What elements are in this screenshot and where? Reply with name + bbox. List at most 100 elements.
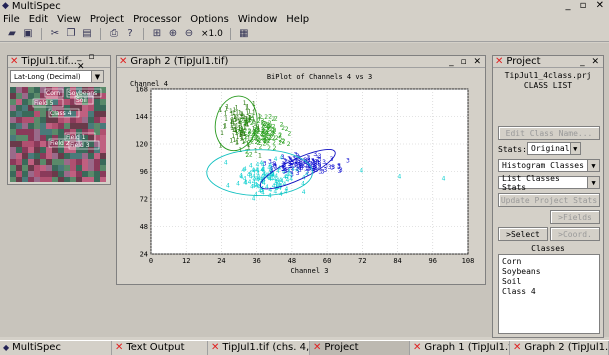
zoom-in-icon[interactable]: ⊕ — [168, 27, 178, 39]
scatter-point: 3 — [269, 167, 273, 174]
x-tick-label: 108 — [462, 257, 475, 265]
scatter-point: 3 — [304, 157, 308, 164]
task-graph-1[interactable]: ✕ Graph 1 (TipJul1.tif) — [410, 340, 510, 355]
list-item[interactable]: Corn — [502, 257, 522, 266]
overlay-icon[interactable]: ▦ — [239, 27, 249, 39]
graph-window-controls[interactable]: _ ▫ ✕ — [449, 56, 483, 67]
menu-edit[interactable]: Edit — [28, 14, 49, 25]
print-icon[interactable]: ⎙ — [110, 27, 118, 39]
scatter-point: 3 — [339, 167, 343, 174]
zoom-fit-icon[interactable]: ⊞ — [152, 27, 162, 39]
fields-button[interactable]: >Fields — [550, 210, 600, 224]
image-pixel-block — [22, 129, 28, 135]
task-project[interactable]: ✕ Project — [310, 340, 410, 355]
scatter-point: 4 — [274, 181, 278, 188]
scatter-point: 4 — [302, 189, 306, 196]
task-multispec[interactable]: ◆ MultiSpec — [0, 340, 112, 355]
scatter-point: 3 — [318, 161, 322, 168]
scatter-point: 3 — [290, 167, 294, 174]
scatter-point: 3 — [314, 159, 318, 166]
scatter-point: 4 — [256, 171, 260, 178]
scatter-point: 3 — [313, 164, 317, 171]
classes-list[interactable]: Corn Soybeans Soil Class 4 — [498, 254, 600, 334]
list-stats-select[interactable]: List Classes Stats ▼ — [498, 174, 600, 192]
menu-processor[interactable]: Processor — [133, 14, 182, 25]
save-icon[interactable]: ▣ — [23, 27, 33, 39]
scatter-point: 4 — [259, 160, 263, 167]
class-ellipse — [259, 149, 336, 190]
graph-window-titlebar[interactable]: ✕ Graph 2 (TipJul1.tif) _ ▫ ✕ — [117, 56, 485, 68]
image-pixel-block — [76, 153, 82, 159]
image-pixel-block — [100, 141, 106, 147]
menu-file[interactable]: File — [3, 14, 20, 25]
stats-select[interactable]: Original ▼ — [527, 142, 581, 155]
edit-class-name-button[interactable]: Edit Class Name... — [498, 126, 600, 140]
app-window-controls[interactable]: _ ▫ ✕ — [565, 0, 607, 11]
scatter-point: 1 — [233, 117, 237, 124]
scatter-point: 3 — [337, 163, 341, 170]
scatter-point: 3 — [318, 157, 322, 164]
copy-icon[interactable]: ❐ — [66, 27, 76, 39]
open-icon[interactable]: ▰ — [8, 27, 16, 39]
image-window-titlebar[interactable]: ✕ TipJul1.tif... _ ▫ ✕ — [8, 52, 110, 72]
scatter-point: 1 — [243, 100, 247, 107]
histogram-select[interactable]: Histogram Classes ▼ — [498, 159, 600, 172]
update-project-stats-button[interactable]: Update Project Stats — [498, 193, 600, 207]
help-icon[interactable]: ? — [127, 27, 133, 39]
image-pixel-block — [88, 87, 94, 93]
task-text-output[interactable]: ✕ Text Output — [112, 340, 208, 355]
task-image-window[interactable]: ✕ TipJul1.tif (chs. 4,... — [208, 340, 310, 355]
scatter-point: 3 — [304, 166, 308, 173]
scatter-point: 1 — [239, 111, 243, 118]
menu-view[interactable]: View — [57, 14, 81, 25]
image-pixel-block — [94, 147, 100, 153]
scatter-point: 2 — [262, 121, 266, 128]
list-item[interactable]: Soil — [502, 277, 522, 286]
coordinate-format-select[interactable]: Lat-Long (Decimal) ▼ — [10, 70, 104, 83]
list-item[interactable]: Soybeans — [502, 267, 541, 276]
image-pixel-block — [88, 159, 94, 165]
image-pixel-block — [10, 159, 16, 165]
project-window-controls[interactable]: _ ✕ — [580, 56, 601, 67]
image-window-controls[interactable]: _ ▫ ✕ — [76, 51, 97, 72]
x-tick-label: 72 — [358, 257, 366, 265]
image-pixel-block — [82, 117, 88, 123]
scatter-point: 4 — [247, 172, 251, 179]
image-pixel-block — [76, 117, 82, 123]
task-graph-2[interactable]: ✕ Graph 2 (TipJul1.tif) — [510, 340, 609, 355]
image-pixel-block — [40, 171, 46, 177]
scatter-point: 4 — [262, 176, 266, 183]
scatter-point: 1 — [236, 114, 240, 121]
zoom-out-icon[interactable]: ⊖ — [184, 27, 194, 39]
list-item[interactable]: Class 4 — [502, 287, 536, 296]
cut-icon[interactable]: ✂ — [50, 27, 60, 39]
select-button[interactable]: >Select — [498, 227, 548, 241]
image-pixel-block — [76, 159, 82, 165]
scatter-point: 2 — [263, 129, 267, 136]
image-pixel-block — [22, 171, 28, 177]
field-label: Field 2 — [50, 140, 70, 147]
menu-window[interactable]: Window — [237, 14, 278, 25]
scatter-point: 3 — [318, 164, 322, 171]
menu-project[interactable]: Project — [89, 14, 125, 25]
project-window-titlebar[interactable]: ✕ Project _ ✕ — [493, 56, 603, 68]
paste-icon[interactable]: ▤ — [82, 27, 92, 39]
scatter-point: 1 — [247, 109, 251, 116]
image-pixel-block — [64, 99, 70, 105]
scatter-point: 1 — [242, 131, 246, 138]
image-pixel-block — [28, 123, 34, 129]
image-pixel-block — [82, 153, 88, 159]
scatter-point: 2 — [279, 137, 283, 144]
scatter-point: 2 — [272, 131, 276, 138]
scatter-point: 4 — [270, 172, 274, 179]
field-label: Field 5 — [34, 100, 54, 107]
field-outline — [74, 95, 94, 105]
scatter-point: 1 — [242, 114, 246, 121]
y-axis-label: Channel 4 — [130, 80, 168, 88]
menu-help[interactable]: Help — [286, 14, 310, 25]
scatter-point: 1 — [246, 110, 250, 117]
menu-options[interactable]: Options — [190, 14, 229, 25]
coord-button[interactable]: >Coord. — [550, 227, 600, 241]
scatter-point: 4 — [287, 168, 291, 175]
